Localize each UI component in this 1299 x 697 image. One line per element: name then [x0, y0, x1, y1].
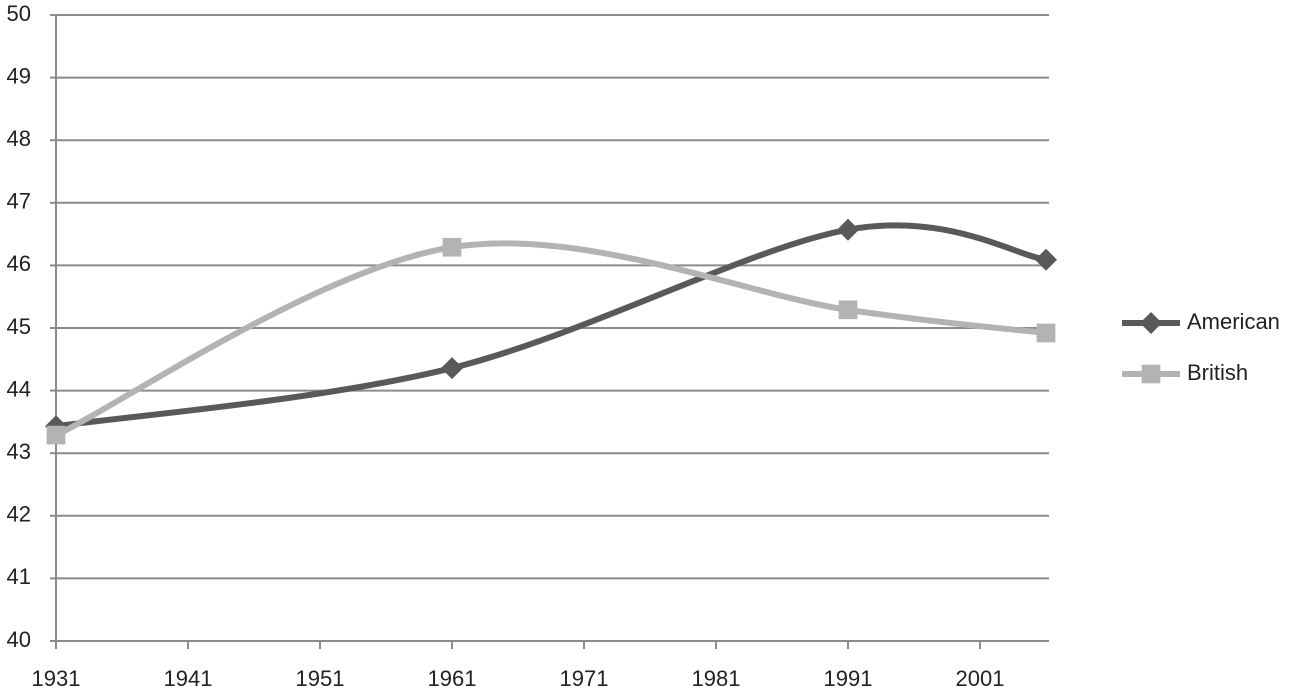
legend-label: British: [1187, 360, 1248, 385]
x-tick-label: 2001: [956, 666, 1005, 691]
x-tick-label: 1941: [164, 666, 213, 691]
x-tick-label: 1991: [824, 666, 873, 691]
y-tick-label: 41: [7, 564, 31, 589]
x-tick-label: 1971: [560, 666, 609, 691]
x-tick-label: 1981: [692, 666, 741, 691]
y-tick-label: 45: [7, 314, 31, 339]
y-tick-label: 40: [7, 627, 31, 652]
series-line: [55, 222, 1047, 430]
x-tick-label: 1961: [428, 666, 477, 691]
marker: [46, 425, 66, 445]
y-tick-label: 43: [7, 439, 31, 464]
marker: [441, 357, 463, 380]
marker: [837, 218, 859, 241]
y-tick-label: 44: [7, 376, 31, 401]
y-tick-label: 46: [7, 251, 31, 276]
y-tick-label: 50: [7, 1, 31, 26]
y-tick-label: 48: [7, 126, 31, 151]
marker: [838, 300, 858, 320]
marker: [1036, 323, 1056, 343]
x-tick-label: 1931: [32, 666, 81, 691]
legend-marker: [1140, 312, 1162, 334]
x-tick-label: 1951: [296, 666, 345, 691]
y-tick-label: 47: [7, 189, 31, 214]
legend-label: American: [1187, 309, 1280, 334]
series-line: [54, 240, 1047, 438]
marker: [1035, 248, 1057, 271]
legend-marker: [1141, 364, 1161, 384]
y-tick-label: 49: [7, 63, 31, 88]
y-tick-label: 42: [7, 502, 31, 527]
marker: [442, 237, 462, 257]
